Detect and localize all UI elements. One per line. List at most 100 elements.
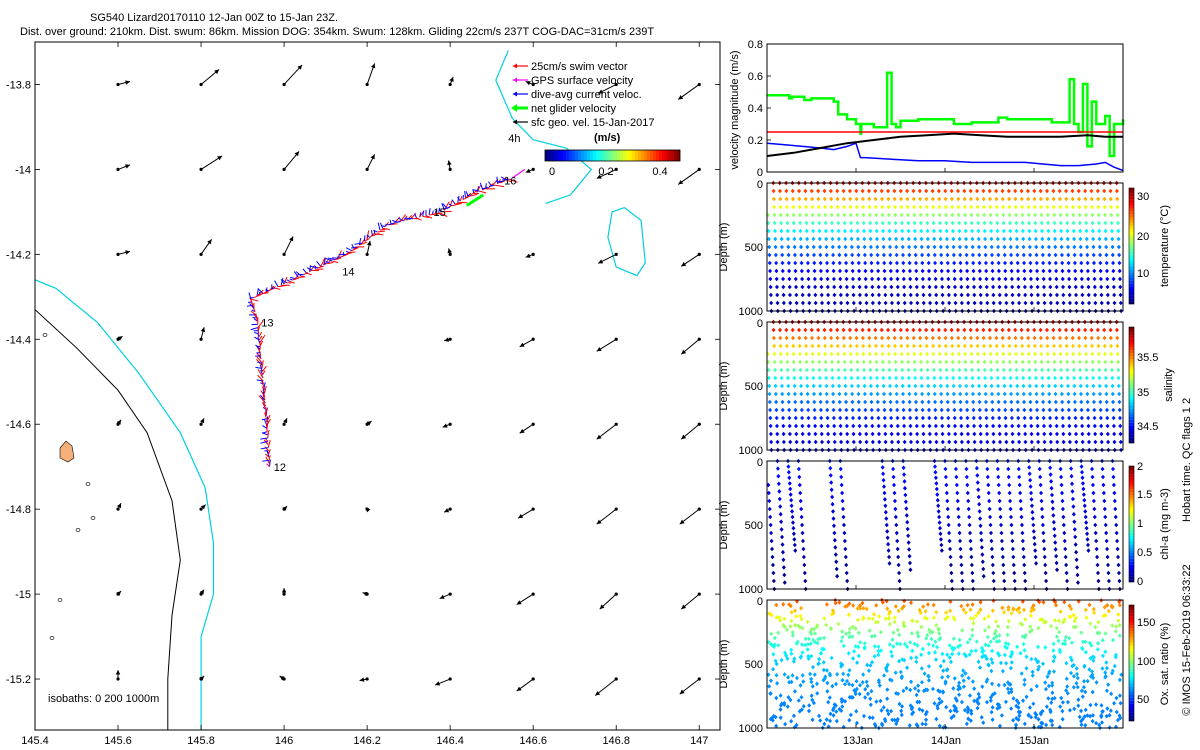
profile-sample xyxy=(854,343,859,349)
profile-sample xyxy=(843,244,848,250)
profile-sample xyxy=(1067,431,1072,437)
profile-sample xyxy=(995,706,1000,711)
profile-sample xyxy=(872,612,877,617)
profile-sample xyxy=(1040,391,1045,397)
profile-sample xyxy=(1008,367,1013,373)
profile-sample xyxy=(1090,474,1095,480)
profile-sample xyxy=(1019,522,1024,528)
profile-sample xyxy=(885,529,890,534)
profile-sample xyxy=(1067,707,1072,713)
oxygen-colorbar xyxy=(1129,605,1134,722)
profile-sample xyxy=(766,490,771,496)
sfc-vector-head xyxy=(125,250,131,255)
profile-sample xyxy=(1074,439,1079,445)
profile-sample xyxy=(800,538,805,544)
profile-sample xyxy=(1116,618,1121,623)
profile-sample xyxy=(910,618,915,624)
profile-sample xyxy=(987,506,992,512)
velocity-ytick-2: 0.4 xyxy=(748,103,763,115)
colorbar-swatch xyxy=(1129,269,1134,273)
profile-sample xyxy=(855,228,860,234)
colorbar-swatch xyxy=(1129,579,1134,583)
profile-sample xyxy=(803,196,808,202)
profile-sample xyxy=(835,327,840,333)
profile-sample xyxy=(855,220,860,226)
profile-sample xyxy=(1087,602,1092,608)
profile-sample xyxy=(825,689,830,694)
profile-sample xyxy=(917,188,922,194)
profile-sample xyxy=(1032,335,1037,341)
profile-sample xyxy=(1074,615,1079,621)
profile-sample xyxy=(1053,244,1058,250)
dac-vector xyxy=(422,210,425,217)
profile-sample xyxy=(970,252,975,258)
profile-sample xyxy=(1040,522,1045,528)
profile-sample xyxy=(1050,680,1055,686)
profile-sample xyxy=(1053,399,1058,405)
profile-sample xyxy=(792,228,797,234)
profile-sample xyxy=(948,708,953,714)
dac-vector xyxy=(262,459,270,462)
dac-vector xyxy=(261,432,268,436)
profile-sample xyxy=(918,196,923,202)
profile-sample xyxy=(1041,661,1046,667)
profile-sample xyxy=(774,615,779,620)
profile-sample xyxy=(978,300,983,306)
profile-sample xyxy=(1110,623,1115,628)
profile-sample xyxy=(858,439,863,445)
profile-sample xyxy=(937,700,942,706)
profile-sample xyxy=(1003,284,1008,290)
profile-sample xyxy=(1061,514,1066,520)
profile-sample xyxy=(905,644,910,650)
profile-sample xyxy=(863,276,868,282)
profile-sample xyxy=(1052,669,1057,674)
colorbar-swatch xyxy=(1129,541,1134,545)
profile-sample xyxy=(888,268,893,274)
salinity-colorbar-frame xyxy=(1128,326,1135,444)
profile-sample xyxy=(832,431,837,437)
profile-sample xyxy=(778,618,783,623)
profile-sample xyxy=(939,415,944,421)
profile-sample xyxy=(988,220,993,226)
profile-sample xyxy=(902,284,907,290)
profile-sample xyxy=(870,423,875,429)
velocity-colorbar-tick-0: 0 xyxy=(549,166,555,178)
colorbar-swatch xyxy=(1129,275,1134,278)
profile-sample xyxy=(1044,188,1049,194)
oxygen-ytick-1: 500 xyxy=(745,659,763,671)
velocity-colorbar-tick-1: 0.2 xyxy=(598,166,613,178)
colorbar-swatch xyxy=(1129,231,1134,235)
profile-sample xyxy=(944,351,949,357)
profile-sample xyxy=(1117,391,1122,397)
profile-sample xyxy=(908,567,913,573)
profile-sample xyxy=(856,391,861,397)
profile-sample xyxy=(824,375,829,381)
profile-sample xyxy=(963,228,968,234)
profile-sample xyxy=(788,486,793,492)
profile-sample xyxy=(805,236,810,242)
profile-sample xyxy=(1033,359,1038,365)
profile-sample xyxy=(809,676,814,682)
profile-sample xyxy=(1110,236,1115,242)
profile-sample xyxy=(914,423,919,429)
profile-sample xyxy=(799,252,804,258)
profile-sample xyxy=(1077,204,1082,210)
profile-sample xyxy=(959,562,964,568)
swim-vector xyxy=(268,455,271,461)
profile-sample xyxy=(931,351,936,357)
dac-vector xyxy=(325,261,330,263)
qc-flags-label: Hobart time. QC flags 1 2 xyxy=(1181,398,1193,522)
profile-sample xyxy=(1067,284,1072,290)
profile-sample xyxy=(986,614,991,619)
profile-sample xyxy=(1098,252,1103,258)
profile-sample xyxy=(1116,359,1121,365)
profile-sample xyxy=(914,619,919,624)
profile-sample xyxy=(807,703,812,708)
profile-sample xyxy=(1053,252,1058,258)
profile-sample xyxy=(852,649,857,654)
profile-sample xyxy=(896,562,901,568)
profile-sample xyxy=(1103,631,1108,636)
profile-sample xyxy=(854,335,859,341)
profile-sample xyxy=(1111,474,1116,480)
velocity-colorbar-swatch xyxy=(575,150,579,161)
